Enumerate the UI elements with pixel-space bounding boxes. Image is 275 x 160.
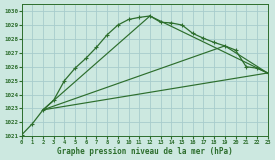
X-axis label: Graphe pression niveau de la mer (hPa): Graphe pression niveau de la mer (hPa): [57, 147, 232, 156]
